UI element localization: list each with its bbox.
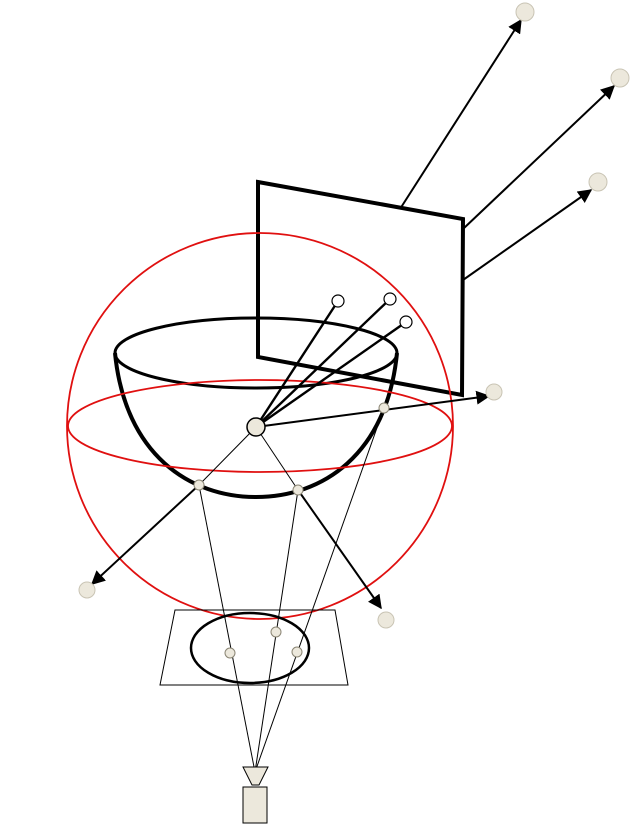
- sphere-equator: [67, 379, 453, 473]
- mirror-point: [292, 484, 304, 496]
- camera-lens: [242, 766, 269, 786]
- hollow-point: [383, 292, 397, 306]
- scene-point: [515, 2, 535, 22]
- focus-point: [246, 417, 266, 437]
- image-point: [291, 646, 303, 658]
- hollow-point: [399, 315, 413, 329]
- scene-point: [610, 68, 630, 88]
- scene-point: [78, 581, 96, 599]
- mirror-point: [378, 402, 390, 414]
- planar-screen: [256, 179, 466, 398]
- hollow-points: [331, 292, 413, 329]
- scene-point: [588, 172, 608, 192]
- focus-rays: [254, 298, 407, 428]
- mirror-bowl: [113, 352, 399, 500]
- camera: [242, 766, 269, 824]
- scene-point: [377, 611, 395, 629]
- camera-body: [242, 786, 268, 824]
- image-point: [224, 647, 236, 659]
- image-point: [270, 626, 282, 638]
- mirror-point: [193, 479, 205, 491]
- scene-points: [78, 2, 630, 629]
- scene-point: [485, 383, 503, 401]
- scene-rays: [90, 18, 616, 610]
- image-circle: [189, 611, 311, 685]
- camera-rays: [198, 407, 385, 773]
- hollow-point: [331, 294, 345, 308]
- viewing-sphere: [66, 232, 454, 620]
- projected-points: [193, 402, 390, 659]
- image-plane: [159, 609, 349, 686]
